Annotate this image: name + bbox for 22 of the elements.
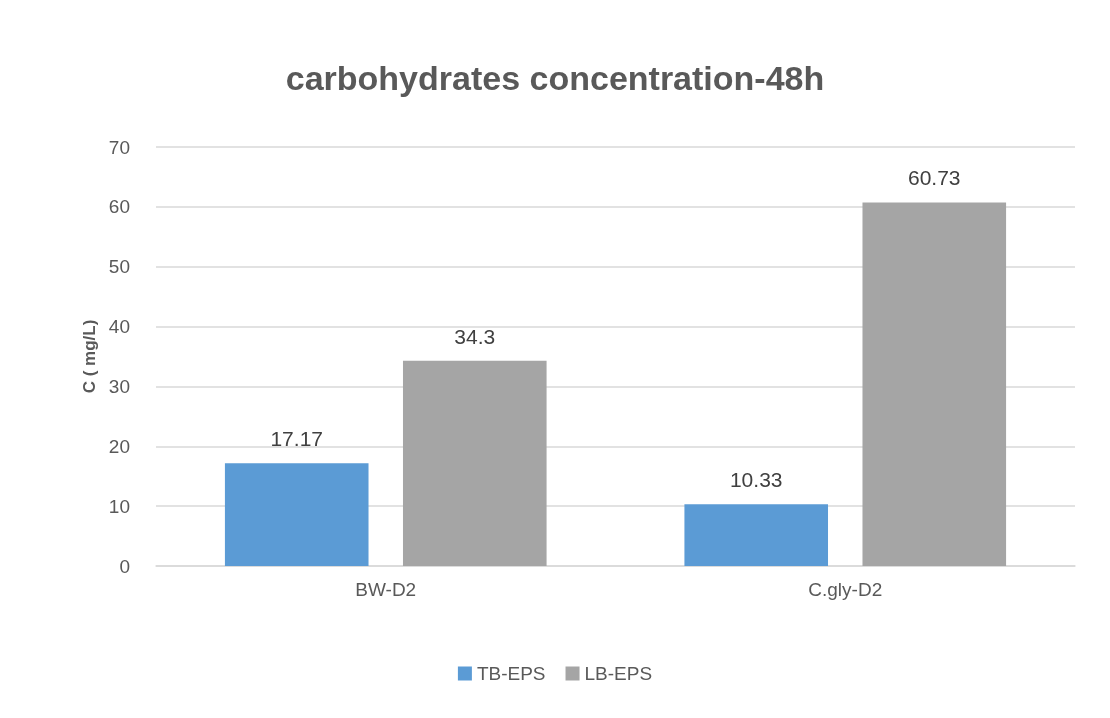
bar (684, 504, 829, 566)
chart-title: carbohydrates concentration-48h (285, 59, 825, 97)
data-label: 60.73 (908, 166, 961, 190)
y-tick-label: 50 (108, 256, 130, 278)
legend-label: TB-EPS (476, 663, 546, 684)
y-tick-label: 60 (108, 196, 130, 218)
y-tick-label: 40 (108, 316, 130, 338)
bar (862, 202, 1007, 566)
legend-label: LB-EPS (584, 663, 653, 684)
bar (224, 463, 369, 566)
y-tick-label: 30 (108, 375, 130, 397)
bar (402, 360, 547, 566)
y-tick-label: 0 (119, 555, 130, 577)
y-tick-label: 20 (108, 435, 130, 457)
y-tick-label: 10 (108, 495, 130, 517)
y-axis-title: C ( mg/L) (79, 319, 99, 394)
y-tick-label: 70 (108, 136, 130, 158)
x-tick-label: BW-D2 (355, 579, 417, 600)
data-label: 10.33 (729, 468, 783, 492)
data-label: 17.17 (270, 427, 323, 451)
data-label: 34.3 (454, 324, 496, 348)
x-tick-label: C.gly-D2 (808, 579, 883, 600)
